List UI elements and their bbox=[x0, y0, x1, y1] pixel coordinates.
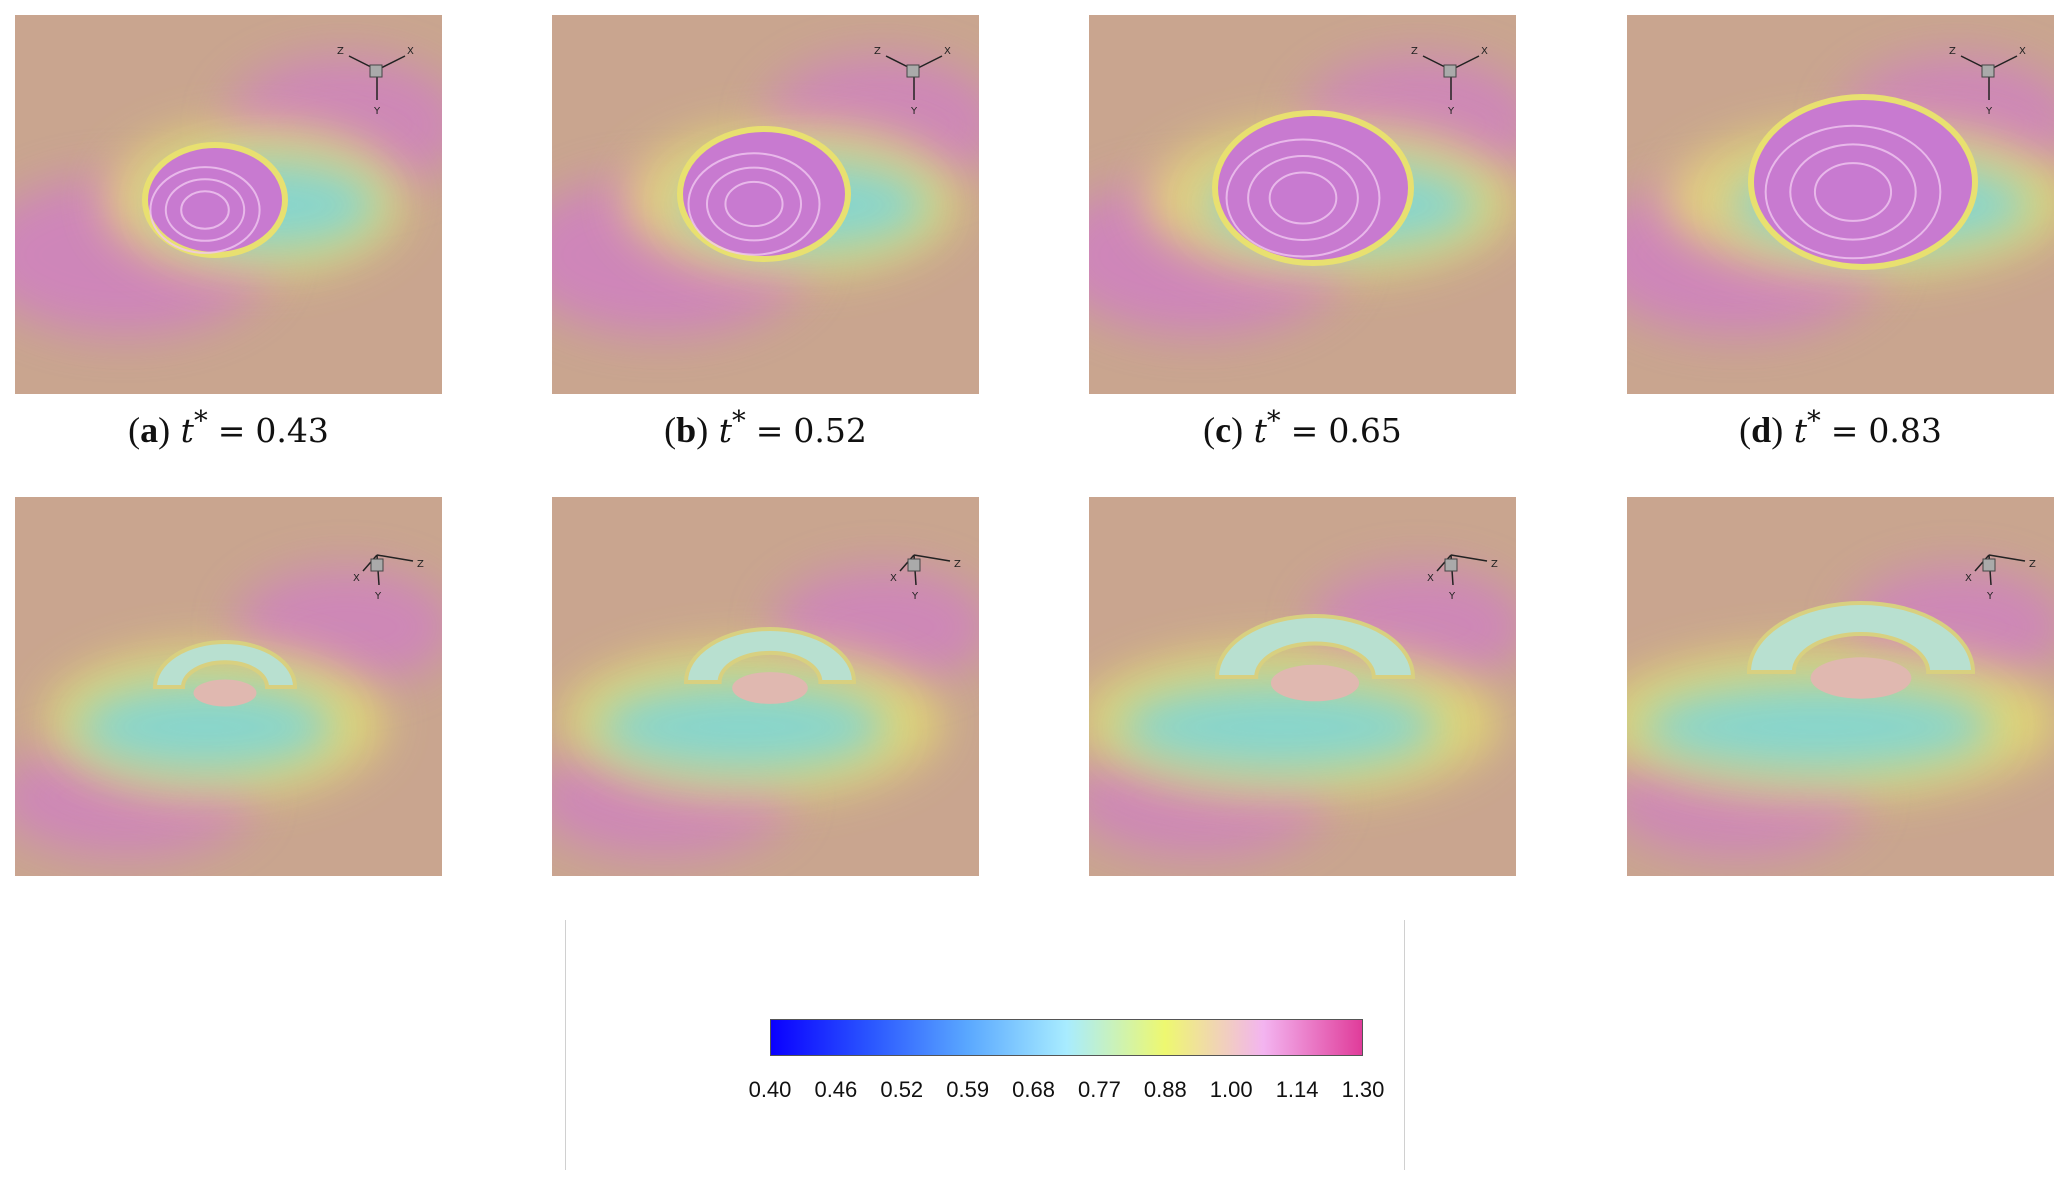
panel-b-side-image: X Z Y bbox=[552, 497, 979, 876]
colorbar-frame-left bbox=[565, 920, 566, 1170]
svg-text:Z: Z bbox=[1949, 46, 1956, 57]
svg-text:Y: Y bbox=[911, 591, 919, 602]
axis-triad-icon: Z X Y bbox=[874, 46, 951, 117]
colorbar-tick-label: 1.14 bbox=[1275, 1077, 1319, 1102]
panel-b-image: Z X Y bbox=[552, 15, 979, 394]
svg-text:X: X bbox=[2019, 46, 2026, 57]
panel-d-image: Z X Y bbox=[1627, 15, 2054, 394]
axis-triad-icon: Z X Y bbox=[337, 46, 414, 117]
colorbar-legend: 0.40 0.46 0.52 0.59 0.68 0.77 0.88 1.00 1.14 1.30 bbox=[740, 1015, 1400, 1115]
panel-a-image: Z X Y bbox=[15, 15, 442, 394]
panel-a-side-image: X Z Y bbox=[15, 497, 442, 876]
axis-triad-icon: X Z Y bbox=[1965, 554, 2036, 602]
svg-text:Y: Y bbox=[910, 106, 918, 117]
axis-triad-icon: Z X Y bbox=[1949, 46, 2026, 117]
svg-text:Y: Y bbox=[373, 106, 381, 117]
axis-triad-icon: Z X Y bbox=[1411, 46, 1488, 117]
svg-text:X: X bbox=[1427, 573, 1434, 584]
svg-text:X: X bbox=[1965, 573, 1972, 584]
svg-text:Z: Z bbox=[1491, 559, 1498, 570]
colorbar-frame-right bbox=[1404, 920, 1405, 1170]
axis-triad-icon: X Z Y bbox=[353, 554, 424, 602]
svg-text:X: X bbox=[944, 46, 951, 57]
caption-b: (b) t* = 0.52 bbox=[664, 405, 867, 450]
colorbar-tick-label: 0.59 bbox=[946, 1077, 990, 1102]
svg-text:Y: Y bbox=[374, 591, 382, 602]
svg-text:Z: Z bbox=[2029, 559, 2036, 570]
svg-text:Y: Y bbox=[1447, 106, 1455, 117]
caption-d: (d) t* = 0.83 bbox=[1739, 405, 1942, 450]
panel-c-image: Z X Y bbox=[1089, 15, 1516, 394]
axis-triad-icon: X Z Y bbox=[890, 554, 961, 602]
svg-text:Z: Z bbox=[1411, 46, 1418, 57]
colorbar-tick-label: 1.00 bbox=[1209, 1077, 1253, 1102]
colorbar-tick-label: 0.77 bbox=[1078, 1077, 1121, 1102]
panel-d-side-image: X Z Y bbox=[1627, 497, 2054, 876]
svg-text:Y: Y bbox=[1985, 106, 1993, 117]
colorbar-tick-label: 1.30 bbox=[1341, 1077, 1385, 1102]
svg-text:Z: Z bbox=[954, 559, 961, 570]
colorbar-tick-label: 0.68 bbox=[1012, 1077, 1055, 1102]
svg-text:Z: Z bbox=[417, 559, 424, 570]
caption-a: (a) t* = 0.43 bbox=[128, 405, 329, 450]
svg-text:Y: Y bbox=[1448, 591, 1456, 602]
svg-text:Z: Z bbox=[874, 46, 881, 57]
panel-c-side-image: X Z Y bbox=[1089, 497, 1516, 876]
svg-text:X: X bbox=[1481, 46, 1488, 57]
svg-text:Z: Z bbox=[337, 46, 344, 57]
colorbar-tick-label: 0.88 bbox=[1143, 1077, 1187, 1102]
colorbar-tick-label: 0.40 bbox=[748, 1077, 792, 1102]
colorbar-gradient bbox=[770, 1019, 1363, 1056]
axis-triad-icon: X Z Y bbox=[1427, 554, 1498, 602]
svg-text:Y: Y bbox=[1986, 591, 1994, 602]
svg-text:X: X bbox=[890, 573, 897, 584]
svg-text:X: X bbox=[353, 573, 360, 584]
colorbar-tick-label: 0.46 bbox=[814, 1077, 858, 1102]
svg-text:X: X bbox=[407, 46, 414, 57]
colorbar-tick-label: 0.52 bbox=[880, 1077, 924, 1102]
caption-c: (c) t* = 0.65 bbox=[1203, 405, 1402, 450]
